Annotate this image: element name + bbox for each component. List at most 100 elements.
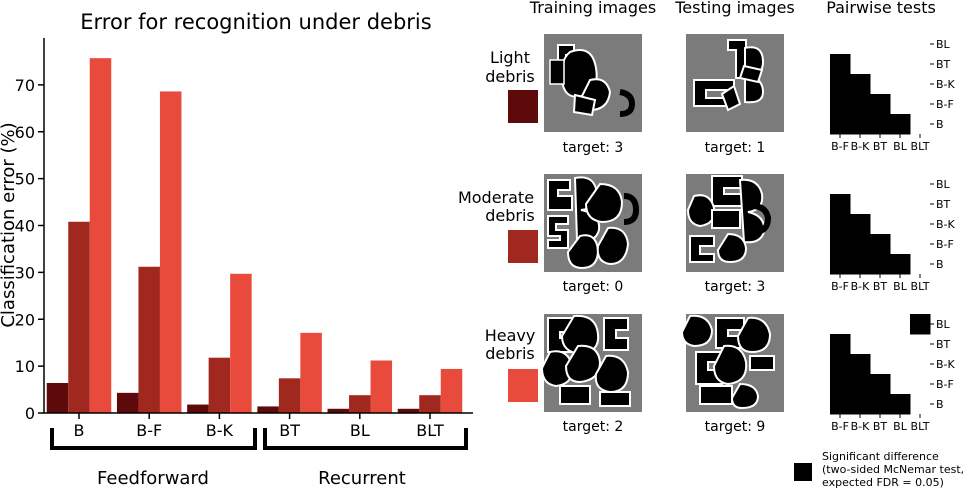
matrix-cell-significant (890, 114, 911, 135)
training-image-light (544, 34, 642, 132)
bar-bt-light (257, 406, 279, 413)
swatch-heavy (508, 369, 538, 402)
row-label-moderate-line1: Moderate (458, 188, 534, 207)
matrix-y-label: B-F (936, 378, 954, 391)
group-label-recurrent: Recurrent (318, 468, 406, 489)
matrix-cell-significant (830, 114, 851, 135)
swatch-light (508, 90, 538, 123)
y-tick-label: 50 (15, 170, 35, 189)
row-label-light-line2: debris (485, 67, 535, 86)
matrix-x-label: BL (893, 420, 908, 433)
bar-bl-moderate (349, 395, 371, 413)
row-label-heavy-line1: Heavy (485, 326, 536, 345)
matrix-cell-significant (830, 214, 851, 235)
x-axis-ticks: B B-F B-K BT BL BLT (74, 413, 444, 440)
bar-b-heavy (89, 58, 112, 413)
matrix-x-label: BLT (911, 140, 930, 153)
legend-line3: expected FDR = 0.05) (822, 476, 944, 489)
y-tick-label: 20 (15, 310, 35, 329)
matrix-y-label: B-K (936, 218, 956, 231)
matrix-cell-significant (830, 334, 851, 355)
matrix-y-label: BT (936, 338, 951, 351)
matrix-cell-significant (850, 374, 871, 395)
matrix-cell-significant (830, 354, 851, 375)
col-header-training: Training images (529, 0, 656, 17)
swatch-moderate (508, 230, 538, 263)
group-label-feedforward: Feedforward (97, 468, 209, 489)
x-tick-label: BT (279, 421, 300, 440)
legend-swatch-significant (794, 463, 812, 481)
matrix-cell-significant (870, 254, 891, 275)
bar-b-k-light (187, 404, 209, 413)
matrix-x-label: BL (893, 140, 908, 153)
matrix-x-label: BT (873, 140, 888, 153)
bar-b-f-moderate (138, 266, 160, 413)
y-axis-label: Classification error (%) (0, 122, 19, 327)
training-image-heavy (540, 314, 642, 412)
matrix-x-label: B-K (851, 280, 871, 293)
x-tick-label: B-K (206, 421, 234, 440)
matrix-x-label: B-K (851, 140, 871, 153)
group-bracket-feedforward (50, 428, 257, 450)
testing-target-moderate: target: 3 (705, 279, 766, 295)
row-label-light-line1: Light (490, 48, 530, 67)
matrix-cell-significant (830, 254, 851, 275)
bars (46, 58, 463, 413)
legend-line1: Significant difference (822, 450, 939, 463)
matrix-cell-significant (850, 94, 871, 115)
matrix-cell-significant (850, 394, 871, 415)
bar-blt-moderate (419, 395, 441, 413)
training-target-light: target: 3 (563, 140, 624, 156)
matrix-y-label: B (936, 118, 944, 131)
bar-b-moderate (68, 221, 90, 413)
matrix-cell-significant (850, 254, 871, 275)
matrix-y-label: BL (936, 178, 951, 191)
matrix-cell-significant (850, 234, 871, 255)
y-tick-label: 70 (15, 76, 35, 95)
matrix-y-label: B-F (936, 98, 954, 111)
matrix-cell-significant (830, 194, 851, 215)
matrix-y-label: B (936, 258, 944, 271)
bar-blt-light (397, 408, 420, 413)
matrix-cell-significant (890, 394, 911, 415)
legend-line2: (two-sided McNemar test, (822, 463, 964, 476)
testing-image-light (686, 34, 784, 132)
x-tick-label: BLT (416, 421, 444, 440)
y-tick-label: 60 (15, 123, 35, 142)
matrix-y-label: B-K (936, 358, 956, 371)
matrix-cell-significant (850, 114, 871, 135)
col-header-pairwise: Pairwise tests (826, 0, 936, 17)
matrix-x-label: BT (873, 420, 888, 433)
matrix-cell-significant (830, 94, 851, 115)
y-tick-label: 40 (15, 217, 35, 236)
training-target-heavy: target: 2 (563, 419, 624, 435)
bar-bl-heavy (370, 360, 393, 413)
bar-b-f-heavy (159, 91, 182, 413)
matrix-x-label: B-F (831, 140, 849, 153)
matrix-y-label: B-K (936, 78, 956, 91)
bar-bt-heavy (300, 332, 322, 413)
matrix-cell-significant (830, 54, 851, 75)
matrix-cell-significant (850, 354, 871, 375)
testing-target-light: target: 1 (705, 140, 766, 156)
matrix-y-label: B (936, 398, 944, 411)
testing-image-heavy (680, 314, 784, 412)
x-tick-label: BL (350, 421, 370, 440)
matrix-cell-significant (870, 394, 891, 415)
col-header-testing: Testing images (674, 0, 795, 17)
x-tick-label: B (74, 421, 85, 440)
group-bracket-recurrent (263, 428, 468, 450)
matrix-cell-significant (850, 74, 871, 95)
row-label-heavy-line2: debris (485, 344, 535, 363)
training-target-moderate: target: 0 (563, 279, 624, 295)
matrix-y-label: B-F (936, 238, 954, 251)
matrix-cell-significant (870, 234, 891, 255)
training-image-moderate (544, 174, 642, 272)
y-axis-ticks: 0 10 20 30 40 50 60 70 (15, 76, 44, 423)
matrix-y-label: BL (936, 318, 951, 331)
